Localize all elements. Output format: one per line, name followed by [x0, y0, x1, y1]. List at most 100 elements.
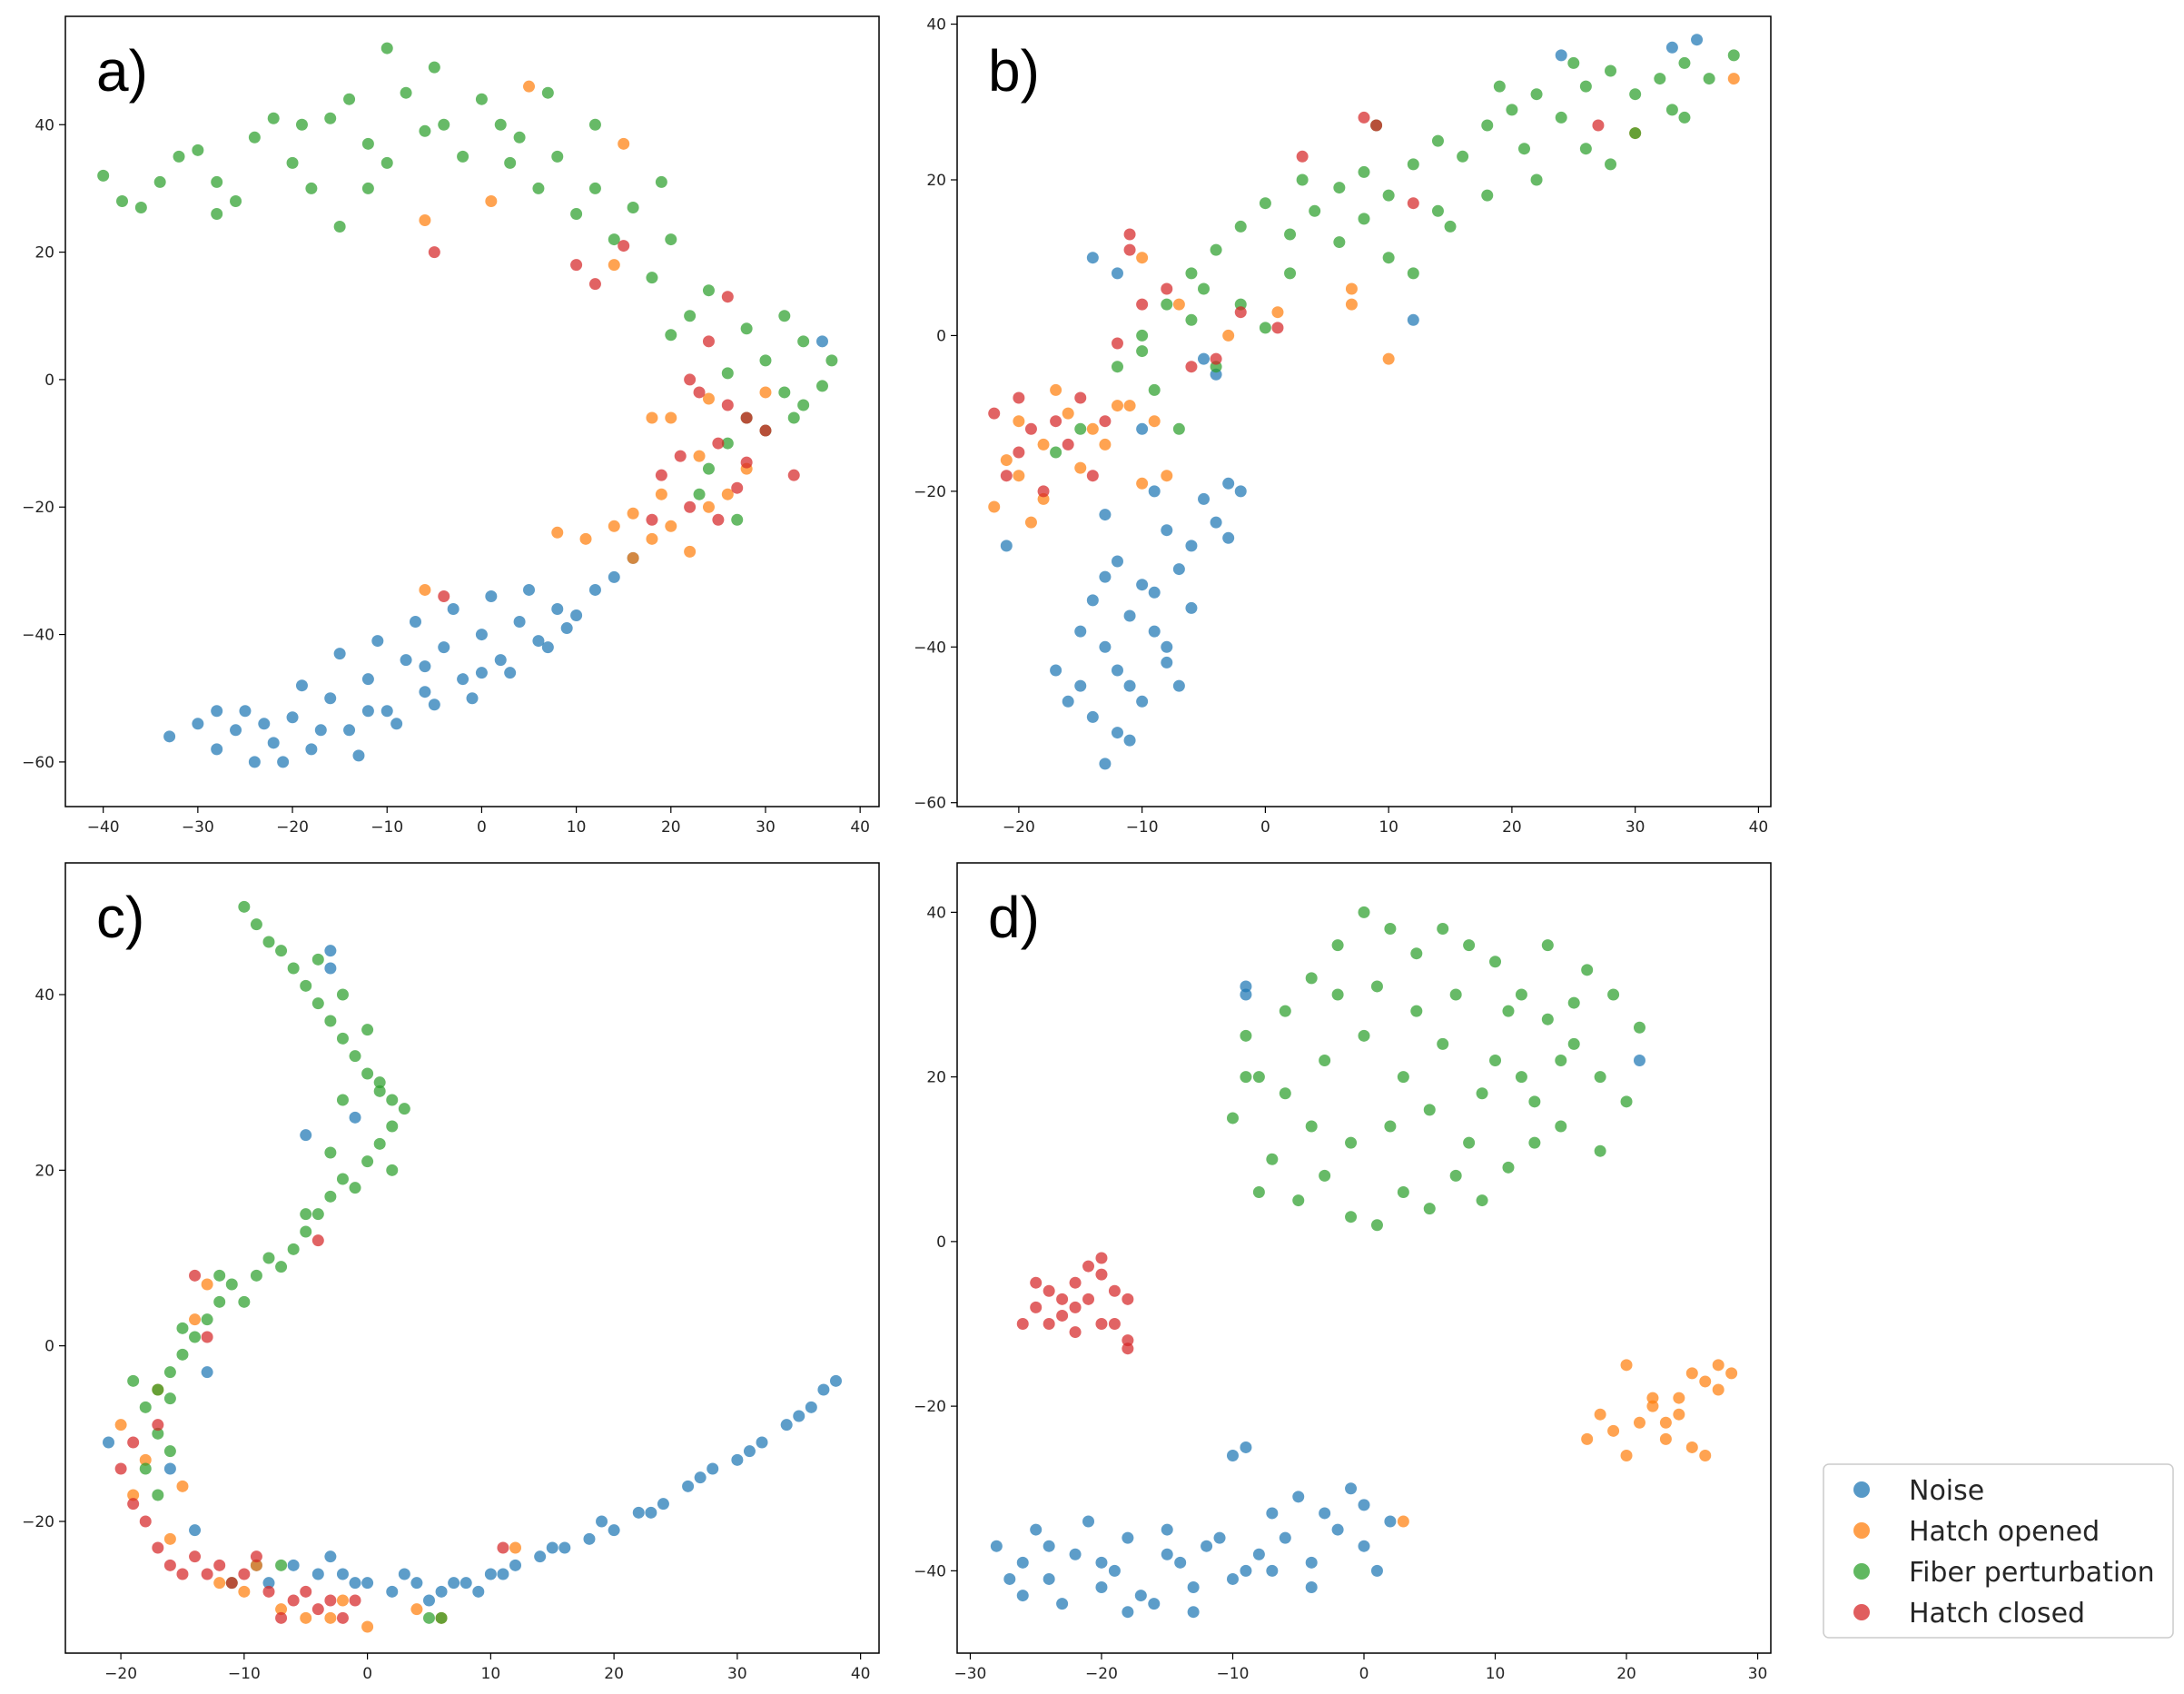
- point-fiber-perturbation: [189, 1331, 202, 1343]
- point-fiber-perturbation: [262, 936, 275, 948]
- point-fiber-perturbation: [1654, 73, 1666, 85]
- point-hatch-opened: [1050, 383, 1062, 396]
- panel-label-a: a): [96, 38, 148, 104]
- point-hatch-closed: [721, 291, 734, 303]
- point-fiber-perturbation: [1370, 1219, 1383, 1232]
- x-tick-label-d: −20: [1085, 1665, 1118, 1683]
- point-noise: [513, 616, 526, 629]
- y-tick-label-d: −20: [914, 1398, 946, 1416]
- point-fiber-perturbation: [213, 1295, 226, 1308]
- point-fiber-perturbation: [1555, 111, 1567, 124]
- point-fiber-perturbation: [1423, 1203, 1436, 1215]
- point-noise: [1198, 352, 1211, 365]
- point-hatch-closed: [1056, 1309, 1069, 1322]
- point-fiber-perturbation: [1259, 322, 1271, 334]
- point-noise: [534, 1550, 547, 1563]
- point-noise: [494, 654, 507, 667]
- point-fiber-perturbation: [192, 144, 204, 156]
- legend-label-hatch-opened: Hatch opened: [1909, 1516, 2100, 1548]
- point-fiber-perturbation: [475, 93, 488, 105]
- x-tick-label-b: 20: [1502, 818, 1522, 837]
- point-fiber-perturbation: [1259, 197, 1271, 210]
- point-noise: [333, 648, 346, 660]
- point-noise: [558, 1541, 571, 1554]
- point-fiber-perturbation: [300, 979, 312, 992]
- point-fiber-perturbation: [361, 1155, 374, 1168]
- point-hatch-opened: [1727, 73, 1740, 85]
- point-fiber-perturbation: [504, 156, 517, 169]
- point-fiber-perturbation: [588, 118, 601, 131]
- point-fiber-perturbation: [1296, 173, 1309, 186]
- point-hatch-closed: [1000, 470, 1013, 482]
- point-noise: [990, 1540, 1003, 1552]
- point-hatch-opened: [189, 1313, 202, 1326]
- points-a: [97, 42, 838, 768]
- point-noise: [1148, 625, 1161, 638]
- point-fiber-perturbation: [1358, 906, 1370, 918]
- y-tick-label-a: 40: [35, 116, 54, 134]
- point-fiber-perturbation: [336, 1173, 349, 1185]
- point-hatch-closed: [163, 1559, 176, 1571]
- y-tick-label-a: 20: [35, 244, 54, 263]
- point-fiber-perturbation: [1502, 1161, 1515, 1174]
- series-noise-a: [163, 335, 828, 768]
- y-tick-label-b: −40: [914, 639, 946, 657]
- point-fiber-perturbation: [1437, 923, 1449, 935]
- point-fiber-perturbation: [134, 201, 147, 213]
- point-hatch-closed: [1069, 1326, 1082, 1339]
- point-hatch-closed: [201, 1568, 213, 1580]
- point-hatch-opened: [114, 1419, 127, 1431]
- point-fiber-perturbation: [163, 1392, 176, 1405]
- panel-label-b: b): [988, 38, 1040, 104]
- point-fiber-perturbation: [400, 86, 412, 99]
- point-fiber-perturbation: [1567, 56, 1580, 69]
- point-fiber-perturbation: [1629, 88, 1642, 101]
- point-fiber-perturbation: [349, 1182, 361, 1194]
- point-hatch-closed: [225, 1577, 238, 1590]
- point-noise: [1030, 1523, 1043, 1536]
- point-hatch-closed: [740, 411, 753, 424]
- point-hatch-closed: [1095, 1318, 1108, 1330]
- legend: Noise Hatch opened Fiber perturbation Ha…: [1823, 1463, 2174, 1639]
- point-fiber-perturbation: [1489, 1055, 1502, 1066]
- point-hatch-opened: [1659, 1416, 1672, 1429]
- point-fiber-perturbation: [201, 1313, 213, 1326]
- point-noise: [1226, 1450, 1239, 1461]
- point-fiber-perturbation: [248, 131, 261, 144]
- point-fiber-perturbation: [1185, 313, 1198, 326]
- point-fiber-perturbation: [702, 462, 715, 475]
- point-noise: [1086, 594, 1099, 607]
- point-noise: [523, 583, 536, 596]
- point-hatch-closed: [759, 424, 772, 437]
- point-fiber-perturbation: [211, 208, 223, 220]
- point-fiber-perturbation: [1240, 1029, 1252, 1042]
- point-noise: [1082, 1515, 1095, 1528]
- point-fiber-perturbation: [336, 1094, 349, 1106]
- panel-b: −20 −10 0 10 20 30 40 −60 −40 −20 0 20 40 b): [914, 15, 1772, 837]
- point-hatch-opened: [1633, 1416, 1645, 1429]
- point-fiber-perturbation: [324, 1015, 337, 1027]
- point-fiber-perturbation: [163, 1366, 176, 1379]
- point-noise: [457, 673, 469, 686]
- point-noise: [1174, 1556, 1187, 1569]
- point-noise: [1099, 570, 1112, 583]
- point-noise: [1136, 422, 1149, 435]
- point-noise: [211, 705, 223, 718]
- point-hatch-opened: [608, 259, 620, 272]
- point-noise: [632, 1506, 645, 1519]
- point-hatch-closed: [127, 1498, 140, 1511]
- point-fiber-perturbation: [262, 1252, 275, 1264]
- point-noise: [267, 737, 280, 749]
- point-noise: [371, 635, 384, 648]
- point-fiber-perturbation: [1594, 1071, 1606, 1084]
- point-hatch-opened: [419, 583, 431, 596]
- point-hatch-closed: [712, 437, 725, 450]
- point-noise: [682, 1480, 695, 1492]
- point-noise: [780, 1419, 793, 1431]
- point-fiber-perturbation: [305, 182, 318, 194]
- point-noise: [608, 570, 620, 583]
- x-tick-label-c: −20: [104, 1665, 137, 1683]
- point-hatch-opened: [1659, 1432, 1672, 1445]
- point-hatch-closed: [1056, 1293, 1069, 1305]
- point-fiber-perturbation: [238, 1295, 251, 1308]
